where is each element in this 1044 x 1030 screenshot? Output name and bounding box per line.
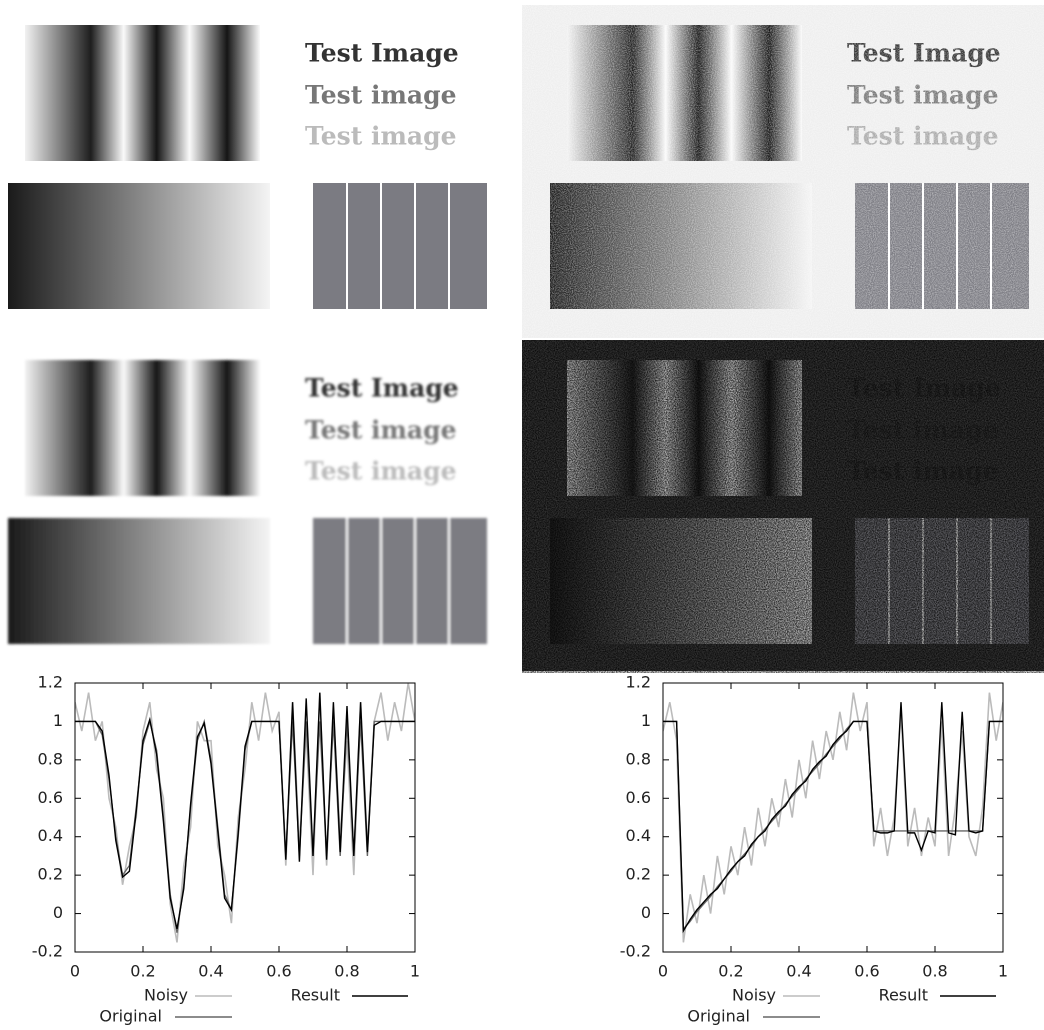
stripe-pattern [25, 25, 260, 161]
x-tick-label: 0.4 [786, 962, 811, 981]
legend-label: Result [291, 986, 340, 1005]
panel-text: Test Image [305, 374, 459, 403]
block-separator [380, 183, 382, 309]
x-tick-label: 0.2 [718, 962, 743, 981]
gray-block [313, 183, 487, 309]
block-separator [448, 518, 450, 644]
stripe-pattern [25, 360, 260, 496]
panel-text: Test Image [305, 39, 459, 68]
x-tick-label: 0.2 [130, 962, 155, 981]
x-tick-label: 0.6 [266, 962, 291, 981]
block-separator [414, 183, 416, 309]
y-tick-label: 0.2 [38, 865, 63, 884]
y-tick-label: 0.2 [626, 865, 651, 884]
legend-label: Original [99, 1007, 162, 1026]
y-tick-label: 0.6 [626, 788, 651, 807]
block-separator [346, 518, 348, 644]
series-line [75, 683, 415, 943]
gradient-ramp [8, 183, 270, 309]
legend-label: Noisy [144, 986, 188, 1005]
y-tick-label: 0.4 [626, 826, 651, 845]
panel-content: Test Image Test image Test image [8, 25, 487, 309]
y-tick-label: 1 [53, 711, 63, 730]
legend-label: Noisy [732, 986, 776, 1005]
x-tick-label: 0.6 [854, 962, 879, 981]
y-tick-label: 0 [53, 903, 63, 922]
y-tick-label: 0 [641, 903, 651, 922]
gray-block [313, 518, 487, 644]
x-tick-label: 0.4 [198, 962, 223, 981]
noise-overlay [522, 5, 1044, 338]
y-tick-label: 1.2 [626, 673, 651, 692]
gradient-ramp [8, 518, 270, 644]
y-tick-label: 1 [641, 711, 651, 730]
block-separator [448, 183, 450, 309]
x-tick-label: 0 [70, 962, 80, 981]
series-line [75, 692, 415, 930]
y-tick-label: 0.4 [38, 826, 63, 845]
panel-text: Test image [305, 416, 457, 445]
plot-frame [662, 682, 1004, 953]
x-tick-label: 0 [658, 962, 668, 981]
y-tick-label: -0.2 [620, 942, 651, 961]
block-separator [380, 518, 382, 644]
y-tick-label: -0.2 [32, 942, 63, 961]
series-line [663, 720, 1003, 931]
legend-label: Original [687, 1007, 750, 1026]
block-separator [346, 183, 348, 309]
panel-text: Test image [305, 457, 457, 486]
panel-content: Test Image Test image Test image [8, 360, 487, 644]
panel-text: Test image [305, 122, 457, 151]
image-panel: Test Image Test image Test image [8, 360, 487, 644]
legend-label: Result [879, 986, 928, 1005]
series-line [663, 702, 1003, 934]
x-tick-label: 1 [410, 962, 420, 981]
series-line [663, 692, 1003, 943]
noise-overlay [522, 340, 1044, 673]
block-separator [414, 518, 416, 644]
y-tick-label: 0.8 [38, 749, 63, 768]
image-panel: Test Image Test image Test image [8, 25, 487, 309]
y-tick-label: 1.2 [38, 673, 63, 692]
y-tick-label: 0.8 [626, 749, 651, 768]
x-tick-label: 0.8 [334, 962, 359, 981]
x-tick-label: 1 [998, 962, 1008, 981]
plot-frame [74, 682, 416, 953]
y-tick-label: 0.6 [38, 788, 63, 807]
panel-text: Test image [305, 81, 457, 110]
x-tick-label: 0.8 [922, 962, 947, 981]
